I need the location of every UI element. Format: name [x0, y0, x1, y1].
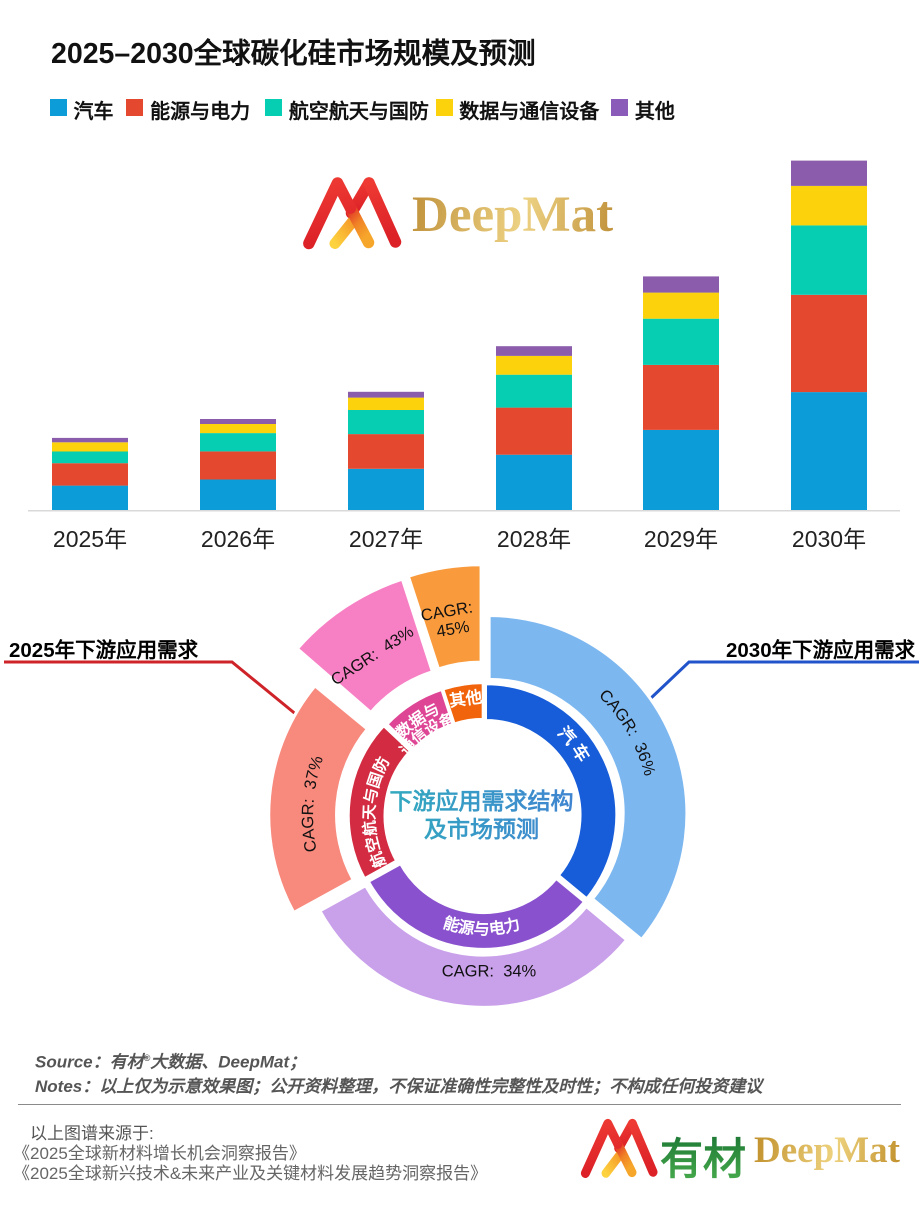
svg-text:CAGR: 34%: CAGR: 34%: [442, 962, 537, 980]
svg-text:45%: 45%: [435, 618, 471, 641]
